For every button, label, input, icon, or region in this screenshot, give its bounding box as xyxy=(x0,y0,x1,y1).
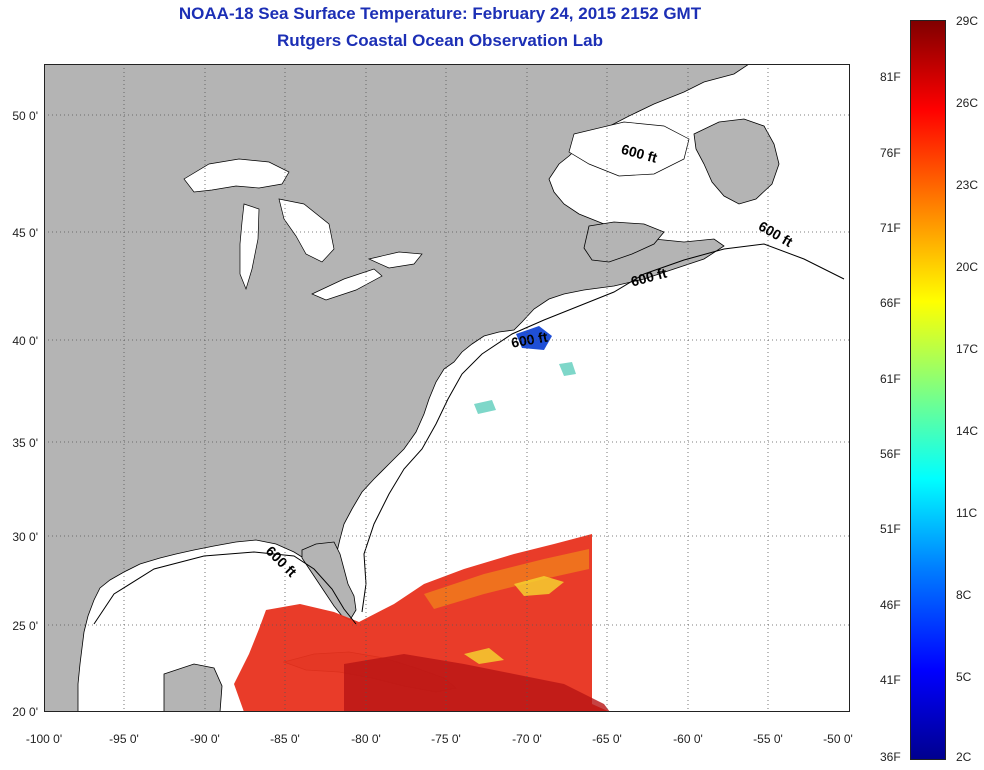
colorbar-f-46: 46F xyxy=(880,598,901,612)
lake-erie xyxy=(311,268,383,301)
sst-map: 600 ft 600 ft 600 ft 600 ft 600 ft xyxy=(44,64,850,712)
lon-label-55: -55 0' xyxy=(753,732,783,746)
lon-label-65: -65 0' xyxy=(592,732,622,746)
map-title: NOAA-18 Sea Surface Temperature: Februar… xyxy=(178,4,702,23)
sst-orange-band xyxy=(424,549,589,609)
sst-cold-patch xyxy=(516,326,552,350)
colorbar-f-81: 81F xyxy=(880,70,901,84)
lat-label-20: 20 0' xyxy=(12,705,38,719)
colorbar-c-23: 23C xyxy=(956,178,979,192)
sst-yellow-patches xyxy=(464,576,564,664)
temperature-colorbar xyxy=(910,20,946,760)
lake-superior xyxy=(183,158,290,193)
lon-label-100: -100 0' xyxy=(25,732,63,746)
land-north-america xyxy=(44,64,750,712)
lon-label-95: -95 0' xyxy=(109,732,139,746)
colorbar-f-51: 51F xyxy=(880,522,901,536)
colorbar-c-5: 5C xyxy=(956,670,972,684)
land-florida xyxy=(301,541,357,621)
gridlines xyxy=(44,64,850,712)
colorbar-f-36: 36F xyxy=(880,750,901,764)
sst-cyan-patch xyxy=(474,362,576,414)
colorbar-c-26: 26C xyxy=(956,96,979,110)
lat-label-25: 25 0' xyxy=(12,619,38,633)
contour-600ft xyxy=(93,243,845,625)
colorbar-f-41: 41F xyxy=(880,673,901,687)
lon-label-75: -75 0' xyxy=(431,732,461,746)
lake-ontario xyxy=(367,251,423,269)
lat-label-35: 35 0' xyxy=(12,436,38,450)
lon-label-60: -60 0' xyxy=(673,732,703,746)
colorbar-f-66: 66F xyxy=(880,296,901,310)
colorbar-c-8: 8C xyxy=(956,588,972,602)
lon-label-85: -85 0' xyxy=(270,732,300,746)
lon-label-70: -70 0' xyxy=(512,732,542,746)
lat-label-30: 30 0' xyxy=(12,530,38,544)
lon-label-90: -90 0' xyxy=(190,732,220,746)
contour-label-ne: 600 ft xyxy=(510,329,549,351)
lon-label-50: -50 0' xyxy=(823,732,853,746)
lake-huron xyxy=(278,198,335,263)
colorbar-f-76: 76F xyxy=(880,146,901,160)
lat-label-45: 45 0' xyxy=(12,226,38,240)
colorbar-f-61: 61F xyxy=(880,372,901,386)
colorbar-c-29: 29C xyxy=(956,14,979,28)
sst-hot-core xyxy=(344,654,610,712)
lat-label-50: 50 0' xyxy=(12,109,38,123)
colorbar-c-14: 14C xyxy=(956,424,979,438)
colorbar-c-17: 17C xyxy=(956,342,979,356)
lake-michigan xyxy=(239,203,260,291)
map-subtitle: Rutgers Coastal Ocean Observation Lab xyxy=(277,31,603,50)
lat-label-40: 40 0' xyxy=(12,334,38,348)
colorbar-c-11: 11C xyxy=(956,506,978,520)
colorbar-f-56: 56F xyxy=(880,447,901,461)
land-newfoundland xyxy=(693,118,780,205)
land-yucatan xyxy=(163,663,223,712)
lon-label-80: -80 0' xyxy=(351,732,381,746)
colorbar-c-2: 2C xyxy=(956,750,972,764)
colorbar-f-71: 71F xyxy=(880,221,901,235)
gulf-st-lawrence xyxy=(568,121,690,177)
colorbar-c-20: 20C xyxy=(956,260,979,274)
